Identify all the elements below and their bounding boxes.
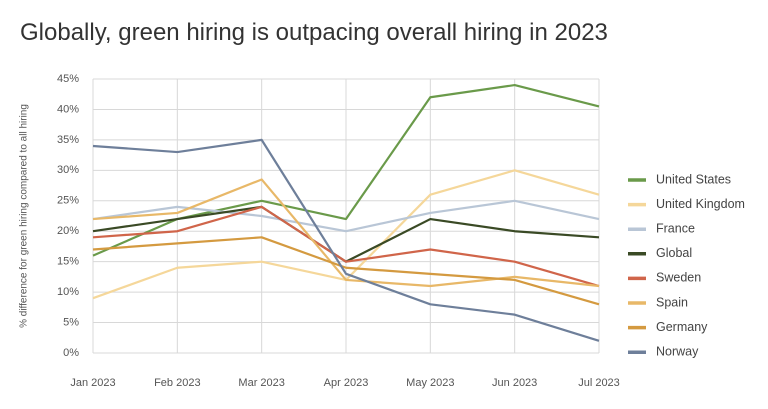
- legend-label: Norway: [656, 344, 699, 358]
- series-line: [92, 236, 600, 306]
- y-tick-label: 5%: [63, 316, 79, 328]
- y-tick-label: 40%: [57, 103, 79, 115]
- legend-label: Spain: [656, 295, 688, 309]
- x-tick-label: Feb 2023: [154, 377, 200, 389]
- x-tick-label: Apr 2023: [324, 377, 369, 389]
- x-tick-label: Jan 2023: [70, 377, 115, 389]
- legend-label: United Kingdom: [656, 197, 745, 211]
- y-tick-label: 35%: [57, 134, 79, 146]
- series-line: [92, 199, 600, 233]
- y-axis-label: % difference for green hiring compared t…: [19, 104, 30, 328]
- x-tick-label: Mar 2023: [238, 377, 284, 389]
- series-line: [92, 178, 600, 288]
- y-tick-label: 30%: [57, 164, 79, 176]
- y-tick-label: 10%: [57, 286, 79, 298]
- legend-label: France: [656, 221, 695, 235]
- chart-title: Globally, green hiring is outpacing over…: [20, 19, 608, 46]
- y-tick-label: 0%: [63, 347, 79, 359]
- series-line: [92, 205, 600, 288]
- x-tick-label: Jul 2023: [578, 377, 620, 389]
- legend-label: Germany: [656, 320, 708, 334]
- y-tick-label: 25%: [57, 195, 79, 207]
- legend-label: Global: [656, 246, 692, 260]
- legend-label: United States: [656, 172, 731, 186]
- y-tick-label: 45%: [57, 73, 79, 85]
- x-tick-label: Jun 2023: [492, 377, 537, 389]
- x-tick-label: May 2023: [406, 377, 454, 389]
- y-tick-label: 15%: [57, 256, 79, 268]
- y-tick-label: 20%: [57, 225, 79, 237]
- series-line: [92, 138, 600, 342]
- legend-label: Sweden: [656, 271, 701, 285]
